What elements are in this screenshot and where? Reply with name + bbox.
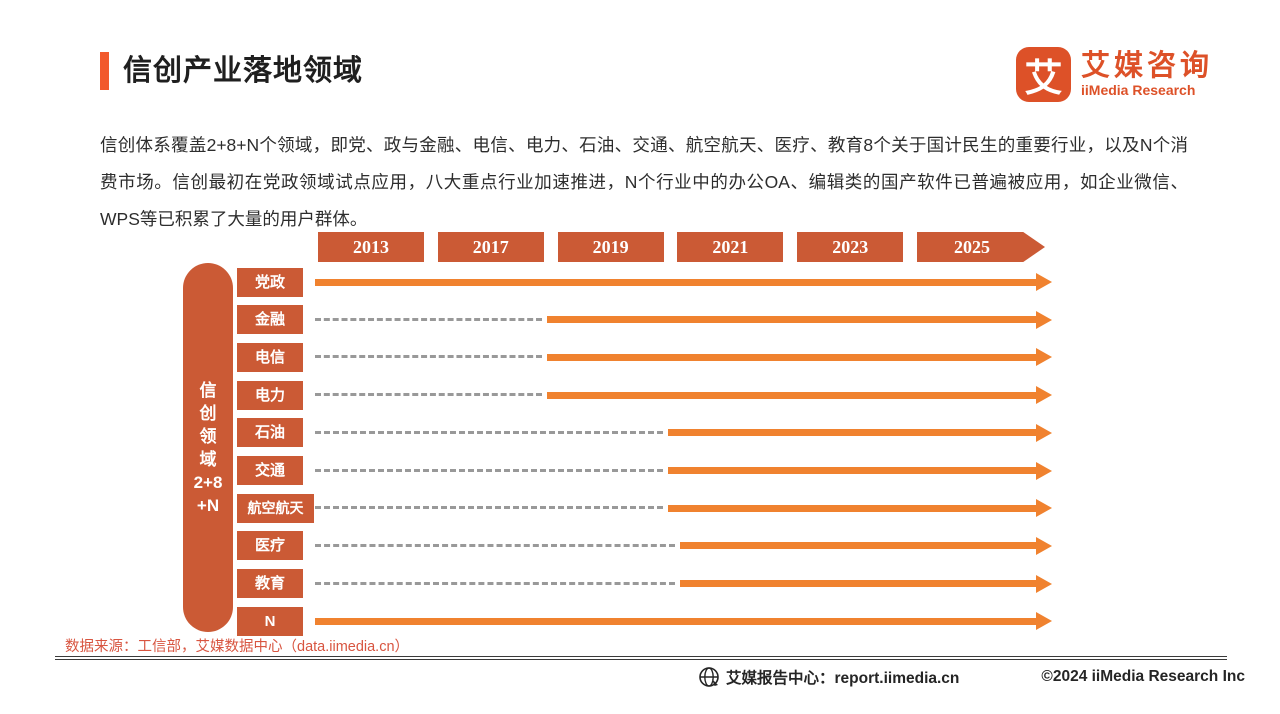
row-arrowhead-党政 xyxy=(1036,273,1052,291)
axis-pill-line: 领 xyxy=(199,426,217,446)
row-arrowhead-航空航天 xyxy=(1036,499,1052,518)
row-dash-航空航天 xyxy=(315,506,664,510)
row-dash-金融 xyxy=(315,317,543,321)
row-label-交通: 交通 xyxy=(237,456,303,485)
year-header-2013: 2013 xyxy=(318,232,424,262)
iimedia-logo-icon: 艾 xyxy=(1016,47,1071,102)
row-arrowhead-金融 xyxy=(1036,310,1052,329)
row-label-教育: 教育 xyxy=(237,569,303,599)
year-header-2019: 2019 xyxy=(557,232,664,262)
logo-name-en: iiMedia Research xyxy=(1081,82,1196,98)
row-dash-石油 xyxy=(315,430,664,434)
row-arrow-电信 xyxy=(547,353,1036,361)
axis-pill-line: 域 xyxy=(199,449,217,469)
globe-pen-icon xyxy=(699,667,719,687)
year-header-2021: 2021 xyxy=(677,232,784,262)
page-title: 信创产业落地领域 xyxy=(123,55,364,87)
logo-name-cn: 艾媒咨询 xyxy=(1081,50,1214,82)
year-header-2017: 2017 xyxy=(437,232,544,262)
row-dash-交通 xyxy=(315,468,664,472)
iimedia-logo: 艾 艾媒咨询 iiMedia Research xyxy=(1016,47,1213,102)
row-label-电力: 电力 xyxy=(237,380,303,410)
chart-axis-pill: 信创领域 2+8 +N xyxy=(183,263,233,632)
row-arrow-航空航天 xyxy=(668,504,1036,512)
footer: 艾媒报告中心：report.iimedia.cn ©2024 iiMedia R… xyxy=(698,666,1245,688)
row-label-金融: 金融 xyxy=(237,305,303,335)
row-arrow-金融 xyxy=(547,316,1036,324)
row-arrowhead-石油 xyxy=(1036,423,1052,442)
row-arrowhead-电信 xyxy=(1036,348,1052,367)
row-dash-电信 xyxy=(315,355,543,359)
row-arrowhead-教育 xyxy=(1036,574,1052,593)
row-arrow-党政 xyxy=(315,278,1036,286)
row-arrowhead-交通 xyxy=(1036,461,1052,480)
year-header-2023: 2023 xyxy=(797,232,904,262)
report-center-text: 艾媒报告中心：report.iimedia.cn xyxy=(726,670,960,687)
data-source-note: 数据来源：工信部，艾媒数据中心（data.iimedia.cn） xyxy=(65,639,410,655)
row-label-石油: 石油 xyxy=(237,418,303,448)
row-label-党政: 党政 xyxy=(237,267,303,297)
row-arrow-石油 xyxy=(668,429,1036,437)
row-arrow-教育 xyxy=(679,580,1036,588)
title-accent-bar xyxy=(100,52,109,90)
axis-pill-line: 信 xyxy=(199,380,217,400)
row-arrow-医疗 xyxy=(679,542,1036,550)
axis-pill-line: 创 xyxy=(199,403,217,423)
row-arrow-N xyxy=(315,617,1036,625)
row-dash-医疗 xyxy=(315,543,675,547)
axis-pill-line: +N xyxy=(196,495,220,515)
row-arrow-交通 xyxy=(668,467,1036,474)
row-arrow-电力 xyxy=(547,391,1036,399)
row-label-电信: 电信 xyxy=(237,342,303,372)
row-arrowhead-N xyxy=(1036,612,1052,631)
row-arrowhead-电力 xyxy=(1036,386,1052,405)
footer-divider xyxy=(55,656,1227,660)
row-arrowhead-医疗 xyxy=(1036,536,1052,555)
intro-paragraph: 信创体系覆盖2+8+N个领域，即党、政与金融、电信、电力、石油、交通、航空航天、… xyxy=(100,135,1188,229)
row-label-N: N xyxy=(237,606,303,636)
row-label-医疗: 医疗 xyxy=(237,531,303,561)
row-label-航空航天: 航空航天 xyxy=(237,493,314,523)
axis-pill-line: 2+8 xyxy=(193,472,223,492)
year-header-2025: 2025 xyxy=(917,232,1045,262)
row-dash-教育 xyxy=(315,581,675,585)
copyright-text: ©2024 iiMedia Research Inc xyxy=(1041,668,1245,685)
iimedia-logo-text: 艾媒咨询 iiMedia Research xyxy=(1081,50,1214,99)
row-dash-电力 xyxy=(315,393,543,397)
